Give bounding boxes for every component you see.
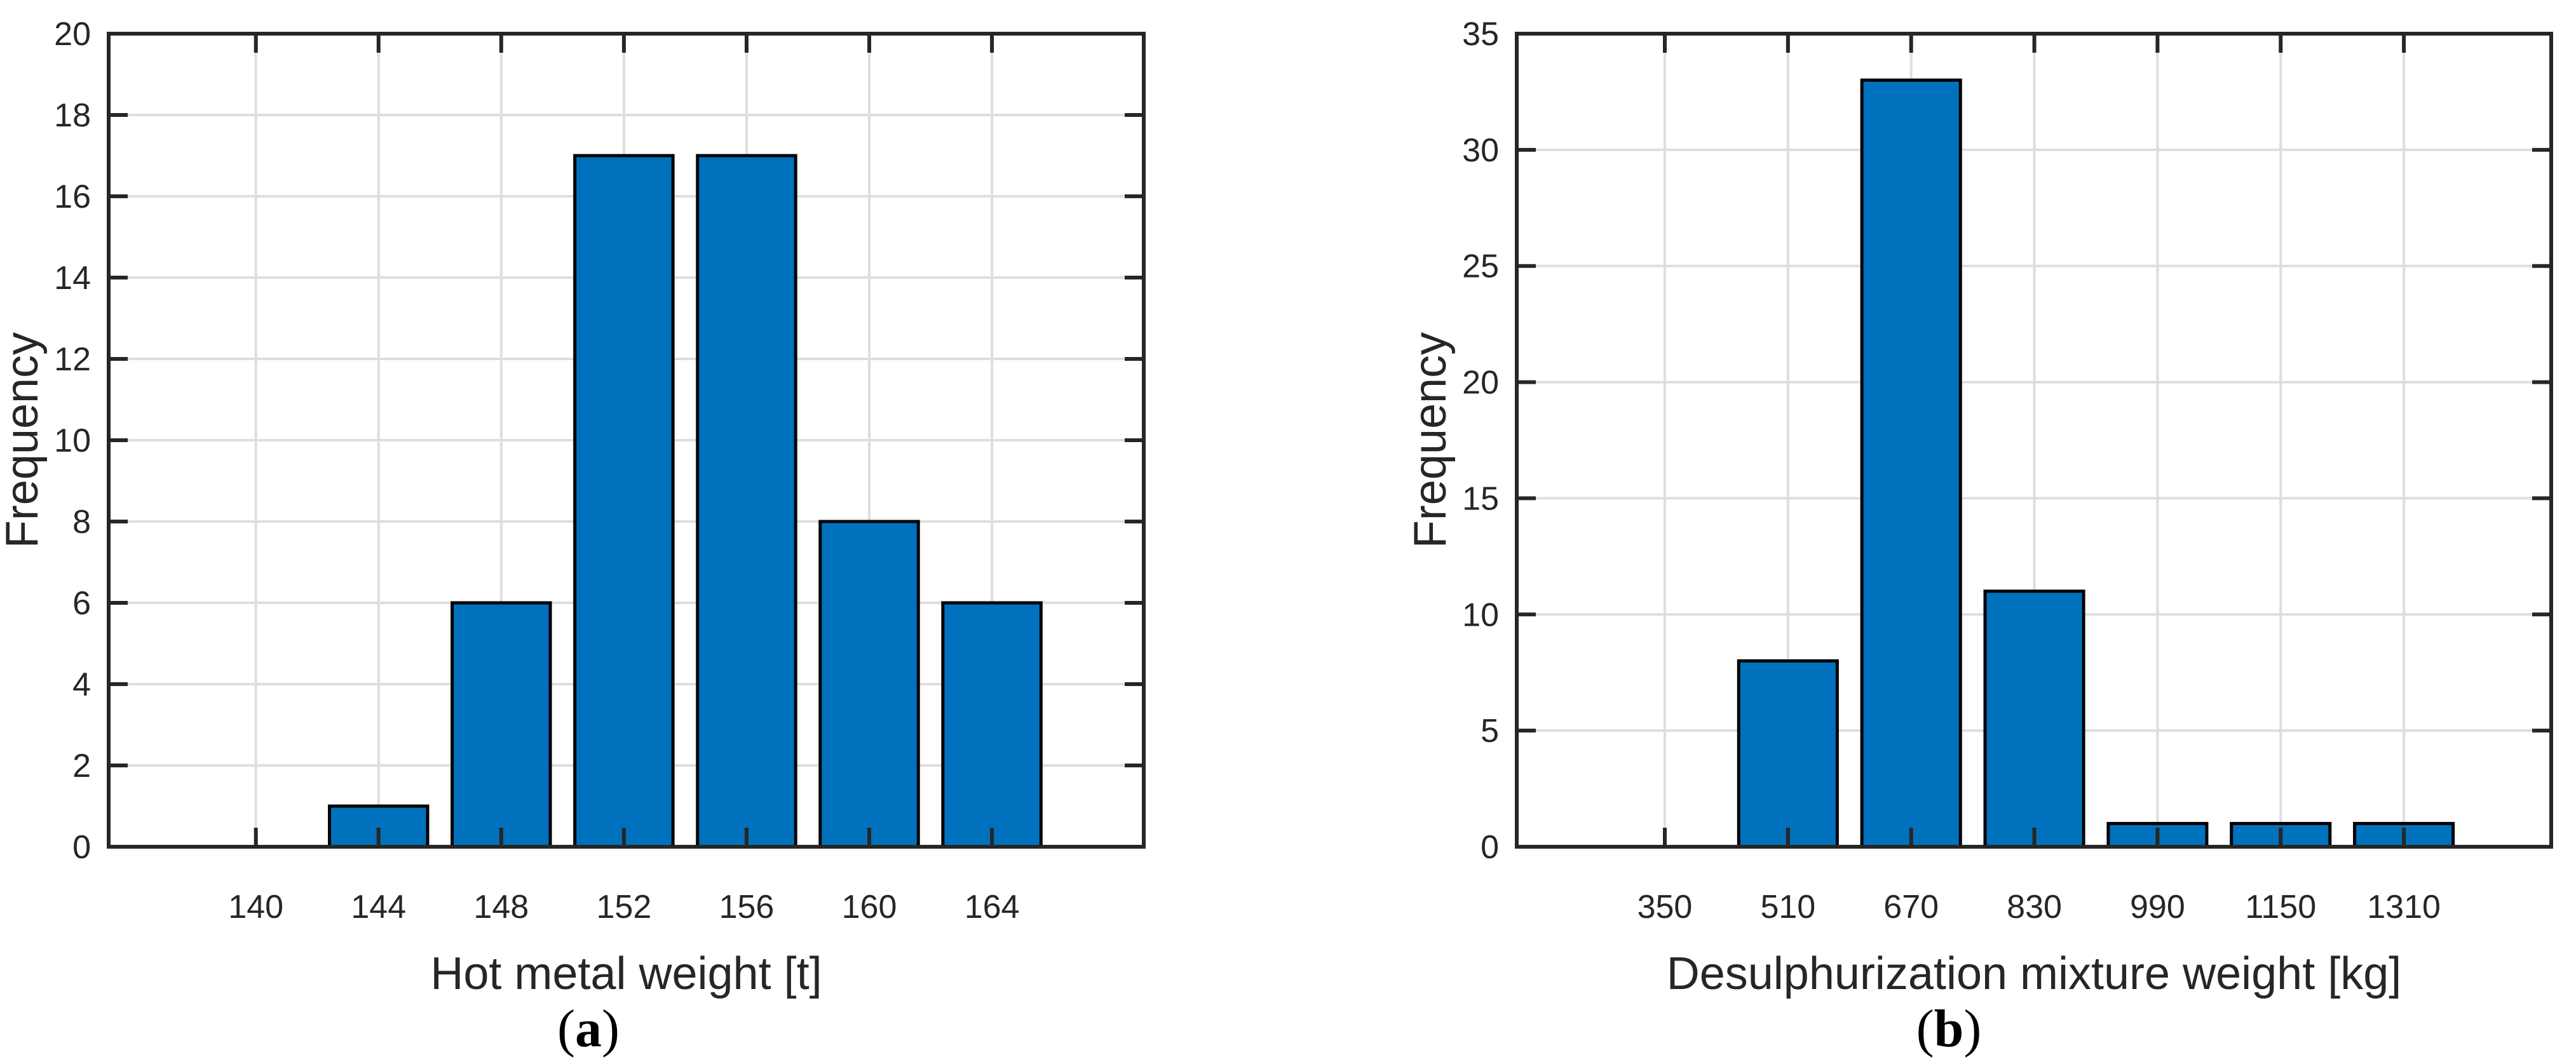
x-tick-label: 156 <box>719 889 775 926</box>
caption-a-close: ) <box>602 999 620 1058</box>
caption-b: (b) <box>1916 1002 1982 1056</box>
x-tick-label: 152 <box>596 889 651 926</box>
histogram-bar <box>451 601 552 849</box>
caption-a: (a) <box>557 1002 620 1056</box>
chart-b: 350 510 670 830 990 1150 131005101520253035Des… <box>1405 16 2553 999</box>
histogram-bar <box>1860 78 1962 849</box>
y-axis-label: Frequency <box>1405 332 1456 548</box>
histogram-bar <box>1983 589 2085 849</box>
x-tick-label: 350 <box>1637 889 1693 926</box>
y-tick-label: 14 <box>54 260 91 297</box>
y-tick-label: 4 <box>72 666 91 703</box>
y-tick-label: 25 <box>1462 248 1499 285</box>
y-tick-label: 16 <box>54 178 91 215</box>
x-tick-label: 1150 <box>2245 889 2316 926</box>
y-tick-label: 20 <box>1462 365 1499 401</box>
x-tick-label: 670 <box>1883 889 1939 926</box>
histogram-bar <box>941 601 1043 849</box>
y-tick-label: 0 <box>72 829 91 866</box>
caption-b-letter: b <box>1934 999 1964 1058</box>
histogram-bar <box>818 520 920 849</box>
y-axis-label: Frequency <box>0 332 48 548</box>
x-tick-label: 1310 <box>2367 889 2441 926</box>
y-tick-label: 10 <box>1462 596 1499 633</box>
x-axis-label: Hot metal weight [t] <box>430 948 822 999</box>
x-tick-label: 144 <box>351 889 406 926</box>
y-tick-label: 12 <box>54 341 91 378</box>
y-tick-label: 2 <box>72 748 91 785</box>
x-tick-label: 830 <box>2007 889 2062 926</box>
y-tick-label: 0 <box>1481 829 1499 866</box>
x-tick-label: 148 <box>473 889 529 926</box>
x-tick-label: 510 <box>1760 889 1815 926</box>
x-tick-label: 140 <box>228 889 283 926</box>
y-tick-label: 8 <box>72 504 91 541</box>
y-tick-label: 6 <box>72 585 91 622</box>
y-tick-label: 35 <box>1462 16 1499 53</box>
y-tick-label: 20 <box>54 16 91 53</box>
caption-a-open: ( <box>557 999 575 1058</box>
histogram-bar <box>573 154 675 849</box>
histogram-bar <box>696 154 797 849</box>
caption-a-letter: a <box>575 999 602 1058</box>
x-axis-label: Desulphurization mixture weight [kg] <box>1667 948 2402 999</box>
y-tick-label: 30 <box>1462 132 1499 169</box>
caption-b-close: ) <box>1963 999 1982 1058</box>
x-tick-label: 990 <box>2130 889 2185 926</box>
y-tick-label: 15 <box>1462 480 1499 517</box>
y-tick-label: 10 <box>54 422 91 459</box>
chart-a: 140 144 148 152 156 160 164 0 2 4 6 8 10 12 14 16 18 20 Ho… <box>0 16 1146 999</box>
x-tick-label: 164 <box>965 889 1020 926</box>
y-tick-label: 18 <box>54 97 91 134</box>
histogram-bar <box>1737 659 1839 849</box>
x-tick-label: 160 <box>842 889 897 926</box>
caption-b-open: ( <box>1916 999 1934 1058</box>
y-tick-label: 5 <box>1481 713 1499 750</box>
